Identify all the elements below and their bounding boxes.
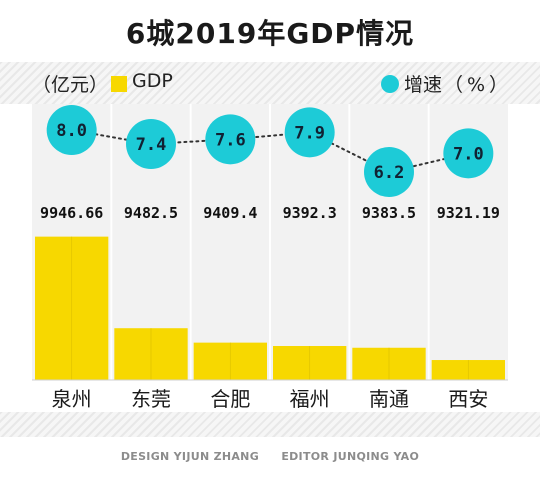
editor-label: EDITOR	[281, 450, 330, 463]
growth-bubble-6	[443, 128, 494, 179]
chart-title: 6城2019年GDP情况	[125, 17, 415, 50]
growth-value-label: 7.9	[294, 123, 325, 143]
gdp-value-label: 9946.66	[40, 204, 103, 222]
gdp-value-label: 9409.4	[203, 204, 257, 222]
growth-bubble-4	[284, 107, 335, 158]
editor-name: JUNQING YAO	[333, 450, 420, 463]
growth-value-label: 7.6	[215, 130, 246, 150]
design-name: YIJUN ZHANG	[173, 450, 260, 463]
legend-growth-unit: （%）	[444, 74, 513, 96]
credits: DESIGN YIJUN ZHANG EDITOR JUNQING YAO	[0, 450, 540, 463]
category-label: 西安	[448, 387, 488, 411]
category-label: 南通	[369, 387, 409, 411]
category-label: 东莞	[131, 387, 171, 411]
design-label: DESIGN	[120, 450, 170, 463]
growth-bubble-1	[46, 105, 97, 155]
gdp-value-label: 9383.5	[362, 204, 416, 222]
legend-growth-label: 增速	[404, 74, 443, 96]
growth-value-label: 7.0	[453, 144, 484, 164]
gdp-value-label: 9392.3	[283, 204, 337, 222]
growth-bubble-3	[205, 114, 256, 165]
legend-unit-label: （亿元）	[32, 74, 109, 96]
legend-gdp-label: GDP	[132, 70, 173, 92]
legend-growth-dot	[381, 75, 399, 93]
legend-band	[0, 62, 540, 104]
gdp-value-label: 9321.19	[437, 204, 500, 222]
growth-bubble-2	[126, 119, 176, 169]
growth-bubble-5	[364, 147, 414, 197]
footer-band	[0, 412, 540, 437]
legend-gdp-swatch	[111, 76, 127, 92]
category-label: 福州	[290, 387, 330, 411]
growth-value-label: 6.2	[374, 163, 405, 183]
growth-value-label: 8.0	[56, 121, 87, 141]
category-label: 泉州	[52, 387, 92, 411]
category-label: 合肥	[210, 387, 250, 411]
gdp-value-label: 9482.5	[124, 204, 178, 222]
growth-value-label: 7.4	[136, 135, 167, 155]
